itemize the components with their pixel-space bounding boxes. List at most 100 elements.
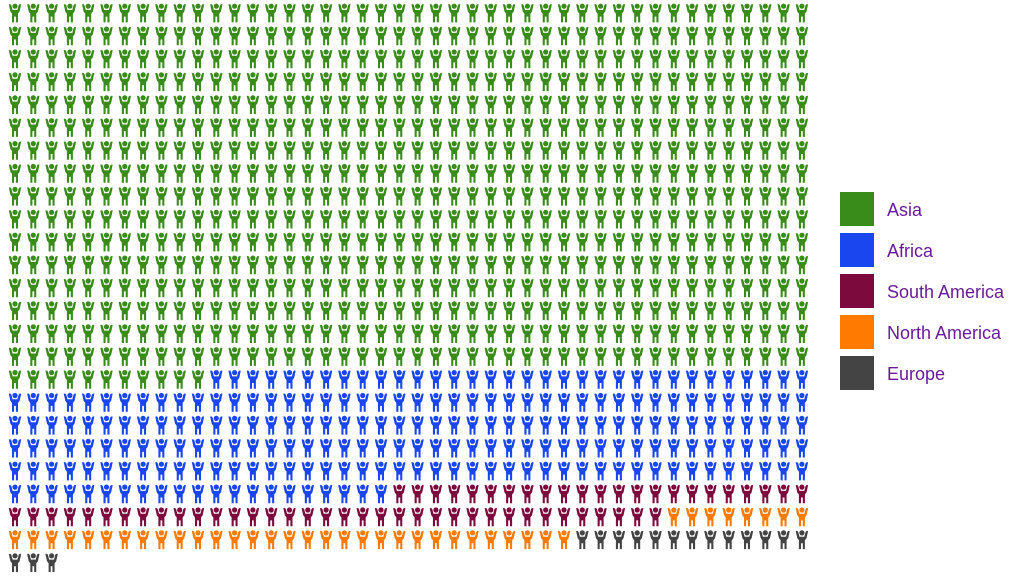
person-icon xyxy=(777,301,790,321)
person-icon xyxy=(502,163,516,183)
person-icon xyxy=(27,553,40,572)
person-icon xyxy=(265,415,278,435)
person-icon xyxy=(502,232,516,252)
person-icon xyxy=(539,530,552,550)
person-icon xyxy=(722,95,735,114)
person-icon xyxy=(667,278,680,298)
person-icon xyxy=(301,324,314,343)
person-icon xyxy=(521,3,534,23)
person-icon xyxy=(319,438,333,458)
person-icon xyxy=(100,163,113,183)
person-icon xyxy=(63,347,77,366)
person-icon xyxy=(136,72,150,92)
person-icon xyxy=(777,415,790,435)
person-icon xyxy=(100,392,113,412)
person-icon xyxy=(100,347,113,366)
person-icon xyxy=(704,186,717,206)
person-icon xyxy=(356,186,369,206)
person-icon xyxy=(539,324,552,343)
person-icon xyxy=(356,370,369,389)
person-icon xyxy=(82,95,95,114)
person-icon xyxy=(759,461,772,481)
person-icon xyxy=(283,324,296,343)
person-icon xyxy=(466,255,479,275)
person-icon xyxy=(649,186,662,206)
person-icon xyxy=(82,461,95,481)
person-icon xyxy=(155,415,168,435)
person-icon xyxy=(100,186,113,206)
person-icon xyxy=(374,370,388,389)
person-icon xyxy=(466,484,479,504)
person-icon xyxy=(356,3,369,23)
person-icon xyxy=(118,370,131,389)
person-icon xyxy=(557,278,571,298)
person-icon xyxy=(795,255,809,275)
person-icon xyxy=(8,484,22,504)
person-icon xyxy=(228,163,241,183)
person-icon xyxy=(228,95,241,114)
person-icon xyxy=(631,461,644,481)
person-icon xyxy=(8,209,22,229)
person-icon xyxy=(685,392,699,412)
person-icon xyxy=(539,141,552,160)
person-icon xyxy=(82,72,95,92)
person-icon xyxy=(411,95,424,114)
person-icon xyxy=(45,209,58,229)
person-icon xyxy=(82,507,95,527)
person-icon xyxy=(685,415,699,435)
person-icon xyxy=(173,141,186,160)
person-icon xyxy=(27,438,40,458)
person-icon xyxy=(118,438,131,458)
person-icon xyxy=(173,324,186,343)
person-icon xyxy=(246,301,260,321)
person-icon xyxy=(521,530,534,550)
person-icon xyxy=(319,278,333,298)
person-icon xyxy=(155,278,168,298)
person-icon xyxy=(265,438,278,458)
person-icon xyxy=(8,347,22,366)
person-icon xyxy=(265,72,278,92)
person-icon xyxy=(667,72,680,92)
person-icon xyxy=(8,26,22,46)
person-icon xyxy=(466,370,479,389)
person-icon xyxy=(795,118,809,137)
person-icon xyxy=(740,95,754,114)
person-icon xyxy=(411,118,424,137)
person-icon xyxy=(429,255,443,275)
person-icon xyxy=(283,3,296,23)
person-icon xyxy=(667,26,680,46)
person-icon xyxy=(246,232,260,252)
person-icon xyxy=(210,3,223,23)
person-icon xyxy=(740,415,754,435)
person-icon xyxy=(393,95,406,114)
person-icon xyxy=(319,118,333,137)
person-icon xyxy=(82,186,95,206)
person-icon xyxy=(759,26,772,46)
person-icon xyxy=(118,484,131,504)
person-icon xyxy=(173,209,186,229)
person-icon xyxy=(301,484,314,504)
person-icon xyxy=(557,72,571,92)
person-icon xyxy=(210,370,223,389)
person-icon xyxy=(228,209,241,229)
person-icon xyxy=(8,530,22,550)
person-icon xyxy=(411,484,424,504)
person-icon xyxy=(759,278,772,298)
person-icon xyxy=(576,278,589,298)
person-icon xyxy=(319,255,333,275)
person-icon xyxy=(191,415,205,435)
person-icon xyxy=(484,26,497,46)
person-icon xyxy=(649,461,662,481)
person-icon xyxy=(576,461,589,481)
person-icon xyxy=(649,141,662,160)
person-icon xyxy=(740,438,754,458)
person-icon xyxy=(704,49,717,69)
person-icon xyxy=(27,255,40,275)
person-icon xyxy=(319,507,333,527)
legend-swatch xyxy=(840,356,874,390)
person-icon xyxy=(411,347,424,366)
person-icon xyxy=(557,232,571,252)
person-icon xyxy=(448,118,461,137)
person-icon xyxy=(521,438,534,458)
person-icon xyxy=(246,347,260,366)
